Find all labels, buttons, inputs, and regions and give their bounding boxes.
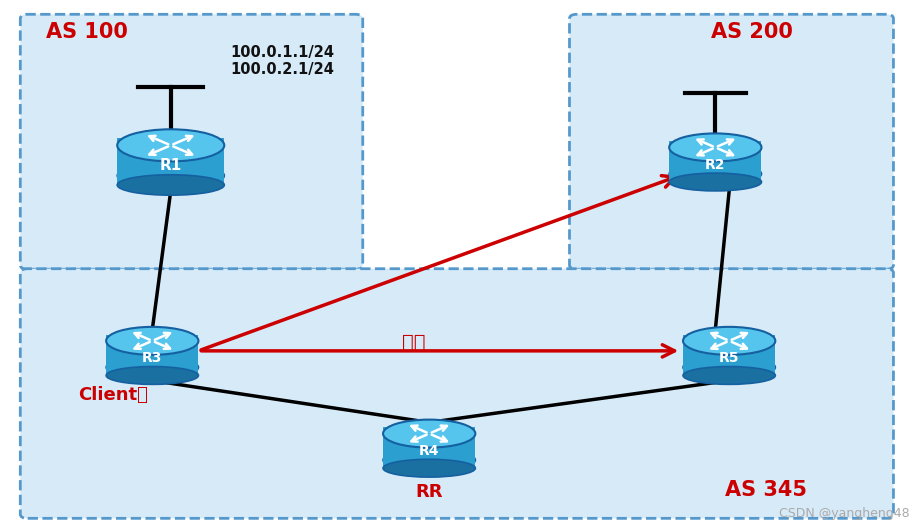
Ellipse shape bbox=[106, 327, 198, 355]
Ellipse shape bbox=[383, 460, 475, 477]
Text: AS 100: AS 100 bbox=[46, 22, 128, 42]
Text: R2: R2 bbox=[705, 158, 725, 172]
Ellipse shape bbox=[669, 134, 761, 162]
FancyBboxPatch shape bbox=[117, 138, 224, 185]
FancyBboxPatch shape bbox=[683, 335, 775, 375]
Text: 100.0.1.1/24
100.0.2.1/24: 100.0.1.1/24 100.0.2.1/24 bbox=[231, 45, 335, 77]
FancyBboxPatch shape bbox=[20, 269, 893, 518]
Text: CSDN @yangheng48: CSDN @yangheng48 bbox=[778, 507, 909, 520]
Text: 反射: 反射 bbox=[402, 333, 425, 352]
Text: AS 345: AS 345 bbox=[725, 480, 807, 500]
FancyBboxPatch shape bbox=[569, 14, 893, 269]
Text: R3: R3 bbox=[142, 351, 162, 365]
Ellipse shape bbox=[683, 327, 775, 355]
Ellipse shape bbox=[383, 420, 475, 448]
FancyBboxPatch shape bbox=[669, 142, 761, 182]
FancyBboxPatch shape bbox=[383, 428, 475, 468]
Text: AS 200: AS 200 bbox=[711, 22, 793, 42]
Ellipse shape bbox=[669, 173, 761, 191]
Ellipse shape bbox=[117, 163, 224, 189]
Ellipse shape bbox=[117, 129, 224, 161]
Text: R1: R1 bbox=[160, 158, 182, 173]
Ellipse shape bbox=[106, 367, 198, 384]
Ellipse shape bbox=[669, 162, 761, 186]
Ellipse shape bbox=[106, 356, 198, 379]
Text: Client，: Client， bbox=[78, 386, 149, 404]
Ellipse shape bbox=[683, 356, 775, 379]
Ellipse shape bbox=[683, 367, 775, 384]
Ellipse shape bbox=[117, 175, 224, 195]
FancyBboxPatch shape bbox=[106, 335, 198, 375]
Text: R5: R5 bbox=[719, 351, 739, 365]
FancyBboxPatch shape bbox=[20, 14, 363, 269]
Ellipse shape bbox=[383, 448, 475, 472]
Text: RR: RR bbox=[415, 483, 443, 501]
Text: R4: R4 bbox=[419, 444, 439, 458]
